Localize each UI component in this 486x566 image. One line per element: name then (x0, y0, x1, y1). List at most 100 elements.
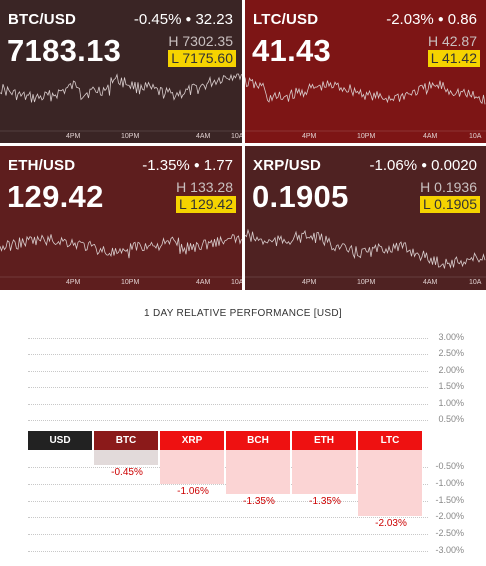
time-label: 4AM (423, 133, 438, 140)
y-tick-label: -2.50% (435, 528, 464, 539)
gridline (28, 551, 428, 552)
price-sparkline (0, 234, 242, 259)
time-label: 10A (231, 279, 242, 286)
separator-dot: ● (185, 14, 192, 25)
change-info: -1.35% ● 1.77 (142, 157, 233, 174)
separator-dot: ● (421, 160, 428, 171)
change-info: -2.03% ● 0.86 (386, 11, 477, 28)
y-tick-label: 1.50% (438, 381, 464, 392)
high-price: H 42.87 (427, 33, 477, 49)
pair-name: BTC/USD (8, 11, 77, 28)
performance-bar-bch (226, 450, 290, 494)
time-label: 10A (231, 133, 242, 140)
y-tick-label: 0.50% (438, 414, 464, 424)
time-label: 4AM (196, 279, 211, 286)
current-price: 41.43 (252, 33, 332, 68)
time-label: 4PM (66, 133, 81, 140)
price-sparkline (0, 73, 242, 103)
change-info: -0.45% ● 32.23 (134, 11, 233, 28)
category-header-ltc[interactable]: LTC (358, 431, 422, 450)
change-absolute: 32.23 (195, 11, 233, 28)
change-percent: -1.06% (369, 157, 418, 174)
change-percent: -1.35% (142, 157, 190, 174)
sparkline-chart (0, 73, 242, 132)
time-label: 4PM (302, 279, 317, 286)
high-price: H 133.28 (176, 179, 233, 195)
tile-ltc-usd[interactable]: LTC/USD -2.03% ● 0.86 41.43 H 42.87 L 41.4… (245, 0, 486, 143)
value-label-ltc: -2.03% (375, 517, 407, 529)
value-label-eth: -1.35% (309, 495, 341, 507)
gridline (28, 387, 428, 389)
price-sparkline (245, 228, 486, 269)
high-price: H 7302.35 (168, 33, 233, 49)
price-sparkline (245, 77, 486, 105)
y-tick-label: 2.50% (438, 348, 464, 359)
time-label: 4PM (302, 133, 317, 140)
sparkline-chart (245, 228, 486, 278)
separator-dot: ● (437, 14, 444, 25)
pair-name: ETH/USD (8, 157, 76, 174)
tile-eth-usd[interactable]: ETH/USD -1.35% ● 1.77 129.42 H 133.28 L 12… (0, 146, 242, 290)
gridline (28, 403, 428, 405)
time-label: 4PM (66, 279, 81, 286)
change-absolute: 0.86 (447, 11, 477, 28)
tile-btc-usd[interactable]: BTC/USD -0.45% ● 32.23 7183.13 H 7302.35 L… (0, 0, 242, 143)
time-label: 10PM (357, 279, 376, 286)
gridline (28, 500, 428, 502)
pair-name: XRP/USD (253, 157, 322, 174)
current-price: 129.42 (7, 179, 104, 214)
y-tick-label: -0.50% (435, 461, 464, 471)
time-label: 10PM (121, 133, 140, 140)
time-label: 10PM (121, 279, 140, 286)
relative-performance-chart: 1 DAY RELATIVE PERFORMANCE [USD] 3.00% 2.… (0, 290, 486, 566)
gridline (28, 517, 428, 519)
ticker-tiles: BTC/USD -0.45% ● 32.23 7183.13 H 7302.35 L… (0, 0, 486, 290)
current-price: 7183.13 (7, 33, 122, 68)
low-price: L 0.1905 (420, 196, 480, 213)
change-absolute: 1.77 (203, 157, 233, 174)
separator-dot: ● (193, 160, 200, 171)
performance-bar-xrp (160, 450, 224, 485)
pair-name: LTC/USD (253, 11, 319, 28)
change-percent: -2.03% (386, 11, 434, 28)
performance-bar-ltc (358, 450, 422, 516)
low-price: L 7175.60 (168, 50, 236, 67)
y-tick-label: -3.00% (435, 545, 464, 555)
category-header-btc[interactable]: BTC (94, 431, 158, 450)
y-tick-label: 3.00% (438, 332, 464, 342)
performance-bar-eth (292, 450, 356, 494)
value-label-xrp: -1.06% (177, 486, 209, 498)
current-price: 0.1905 (252, 179, 349, 214)
y-tick-label: -1.50% (435, 494, 464, 505)
time-label: 4AM (423, 279, 438, 286)
change-absolute: 0.0020 (431, 157, 477, 174)
time-label: 10A (469, 279, 482, 286)
gridline (28, 534, 428, 536)
chart-title: 1 DAY RELATIVE PERFORMANCE [USD] (144, 308, 342, 319)
category-header-bch[interactable]: BCH (226, 431, 290, 450)
y-tick-label: 1.00% (438, 397, 464, 408)
sparkline-chart (245, 77, 486, 132)
low-price: L 41.42 (427, 50, 480, 67)
category-header-eth[interactable]: ETH (292, 431, 356, 450)
gridline (28, 420, 428, 421)
time-label: 10A (469, 133, 482, 140)
performance-bar-btc (94, 450, 158, 465)
category-header-usd: USD (28, 431, 92, 450)
y-tick-label: -2.00% (435, 511, 464, 522)
time-label: 4AM (196, 133, 211, 140)
high-price: H 0.1936 (420, 179, 477, 195)
category-header-xrp[interactable]: XRP (160, 431, 224, 450)
y-tick-label: -1.00% (435, 477, 464, 488)
gridline (28, 370, 428, 372)
time-label: 10PM (357, 133, 376, 140)
value-label-btc: -0.45% (111, 466, 143, 478)
change-percent: -0.45% (133, 11, 182, 28)
value-label-bch: -1.35% (243, 495, 275, 507)
change-info: -1.06% ● 0.0020 (370, 157, 477, 174)
tile-xrp-usd[interactable]: XRP/USD -1.06% ● 0.0020 0.1905 H 0.1936 L … (245, 146, 486, 290)
gridline (28, 354, 428, 356)
gridline (28, 338, 428, 339)
y-tick-label: 2.00% (438, 364, 464, 375)
